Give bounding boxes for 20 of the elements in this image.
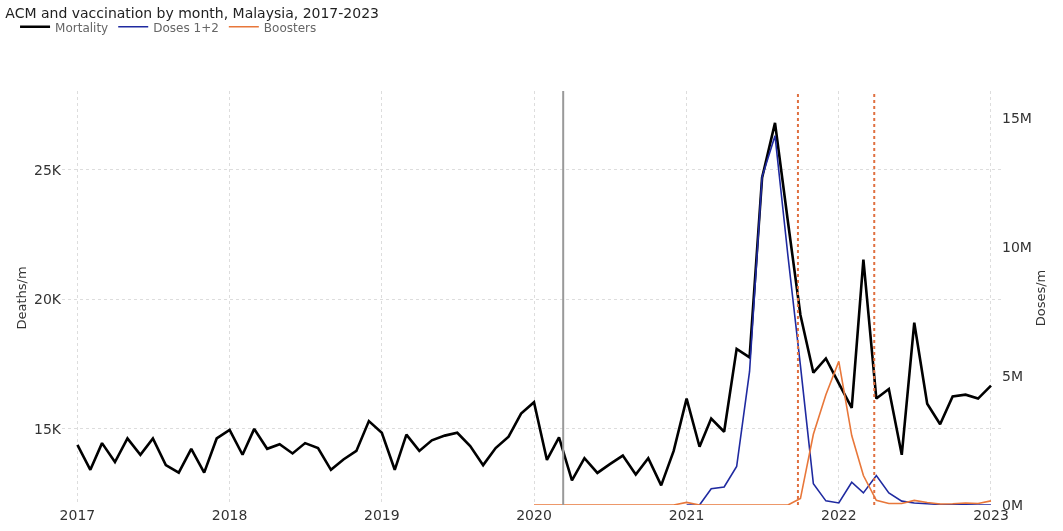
y-tick-label: 20K: [34, 291, 62, 308]
x-tick-label: 2022: [820, 507, 857, 523]
y-tick-label: 25K: [34, 161, 62, 178]
x-tick-label: 2017: [59, 507, 96, 523]
y-axis-title: Deaths/m: [13, 266, 29, 330]
legend-label: Boosters: [263, 20, 317, 35]
line-series: [76, 121, 993, 487]
x-tick-label: 2019: [363, 507, 400, 523]
x-tick-label: 2021: [668, 507, 705, 523]
y2-axis-title: Doses/m: [1032, 269, 1048, 327]
y2-tick-label: 15M: [1002, 109, 1032, 126]
x-tick-label: 2020: [516, 507, 552, 523]
x-tick-label: 2018: [211, 507, 248, 523]
legend-label: Mortality: [55, 20, 109, 35]
line-series: [685, 134, 992, 505]
y-tick-label: 15K: [34, 420, 62, 437]
y2-tick-label: 10M: [1002, 238, 1032, 255]
y2-tick-label: 5M: [1002, 367, 1023, 384]
chart-title: ACM and vaccination by month, Malaysia, 2017-2023: [5, 4, 379, 21]
legend-label: Doses 1+2: [153, 20, 219, 35]
